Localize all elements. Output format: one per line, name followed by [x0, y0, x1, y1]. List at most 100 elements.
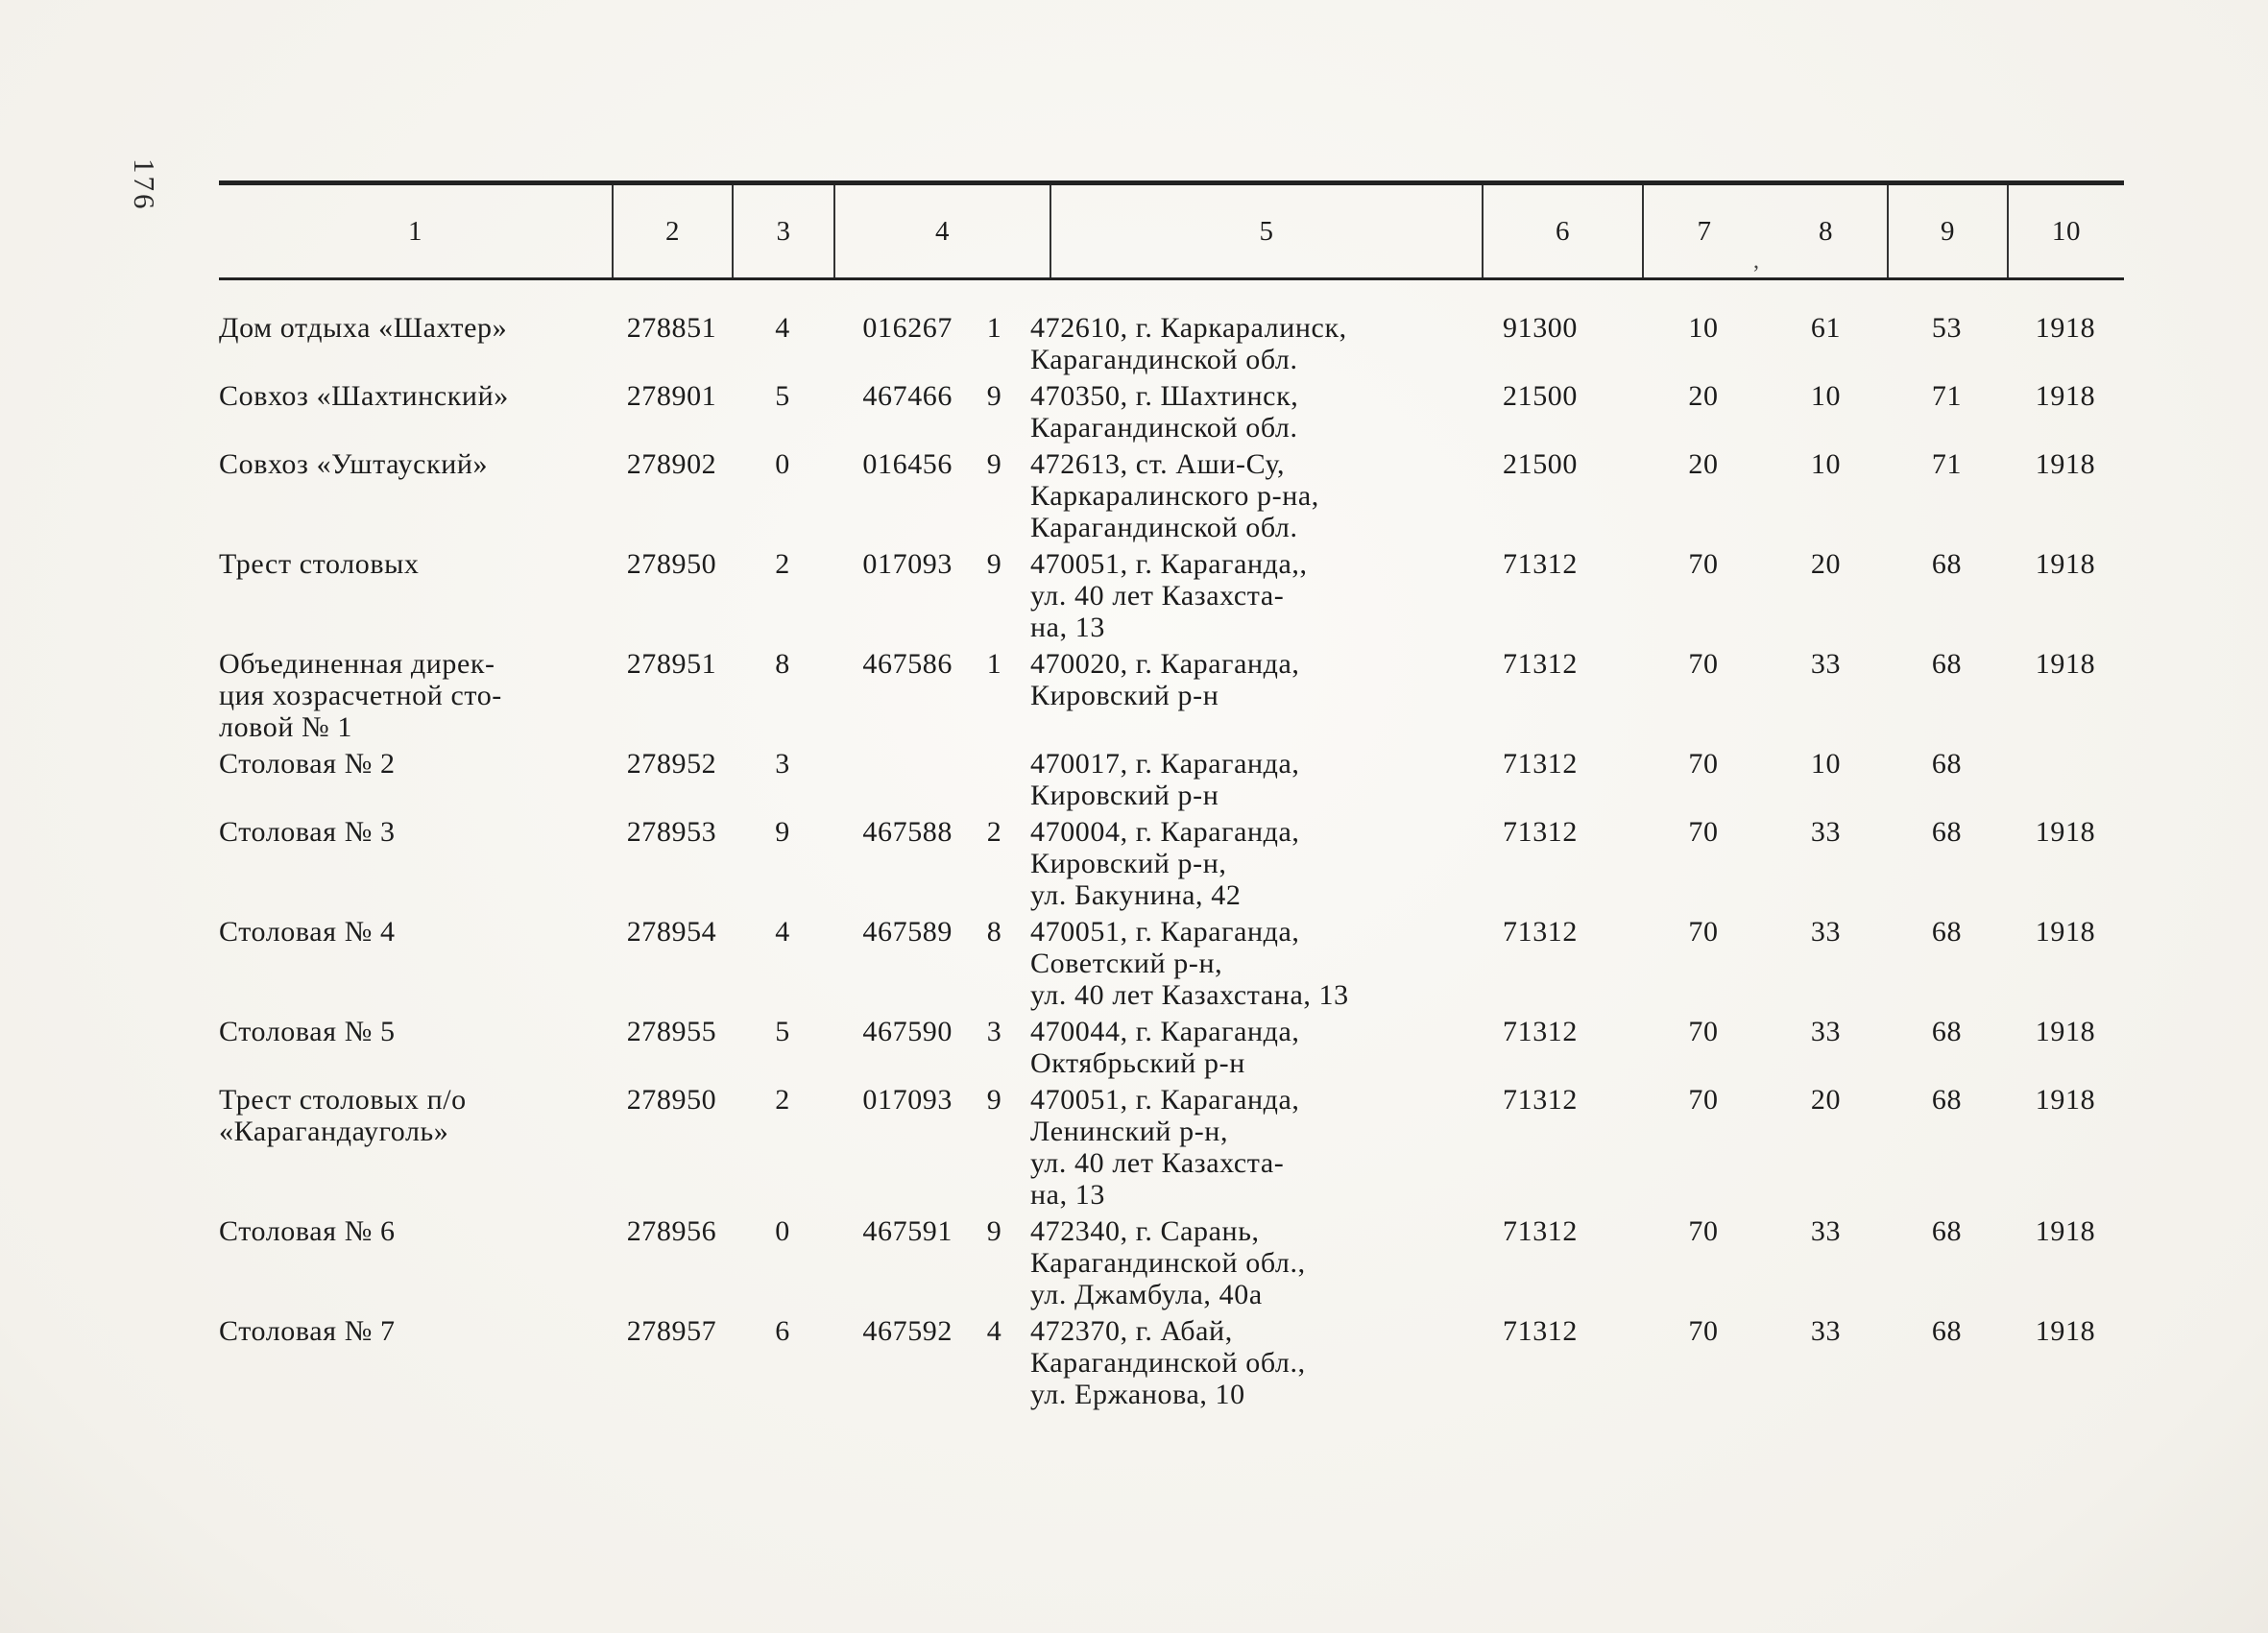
table-row: Столовая № 4 278954 4 467589 8 470051, г…: [219, 916, 2124, 1011]
value-col8: 33: [1810, 1016, 1842, 1047]
address: 470051, г. Караганда, Ленинский р-н, ул.…: [1030, 1084, 1300, 1211]
value-col9: 53: [1931, 312, 1963, 344]
value-col9: 68: [1931, 1215, 1963, 1247]
check-digit-col3: 2: [775, 548, 790, 580]
year-col10: 1918: [2035, 312, 2096, 344]
address: 470004, г. Караганда, Кировский р-н, ул.…: [1030, 816, 1300, 911]
value-col7: 70: [1688, 1215, 1719, 1247]
org-name: Совхоз «Шахтинский»: [219, 380, 509, 412]
code-col4: 467589: [862, 916, 953, 948]
code-col2: 278851: [626, 312, 717, 344]
value-col6: 71312: [1503, 1315, 1578, 1347]
value-col9: 68: [1931, 1016, 1963, 1047]
value-col8: 20: [1810, 548, 1842, 580]
table-row: Объединенная дирек- ция хозрасчетной сто…: [219, 648, 2124, 743]
value-col7: 70: [1688, 916, 1719, 948]
code-col4: 467591: [862, 1215, 953, 1247]
check-digit-col4: 4: [986, 1315, 1002, 1347]
org-name: Дом отдыха «Шахтер»: [219, 312, 508, 344]
address: 470051, г. Караганда, Советский р-н, ул.…: [1030, 916, 1349, 1011]
org-name: Столовая № 6: [219, 1215, 396, 1247]
year-col10: 1918: [2035, 1016, 2096, 1047]
value-col7: 70: [1688, 648, 1719, 680]
table-row: Столовая № 3 278953 9 467588 2 470004, г…: [219, 816, 2124, 911]
value-col7: 10: [1688, 312, 1719, 344]
value-col9: 71: [1931, 380, 1963, 412]
value-col6: 71312: [1503, 916, 1578, 948]
code-col2: 278957: [626, 1315, 717, 1347]
address: 472370, г. Абай, Карагандинской обл., ул…: [1030, 1315, 1306, 1410]
year-col10: 1918: [2035, 1084, 2096, 1116]
org-name: Столовая № 2: [219, 748, 396, 780]
check-digit-col3: 4: [775, 312, 790, 344]
year-col10: 1918: [2035, 1215, 2096, 1247]
org-name: Трест столовых п/о «Карагандауголь»: [219, 1084, 467, 1147]
org-name: Столовая № 7: [219, 1315, 396, 1347]
code-col4: 016267: [862, 312, 953, 344]
org-name: Объединенная дирек- ция хозрасчетной сто…: [219, 648, 502, 743]
year-col10: 1918: [2035, 1315, 2096, 1347]
value-col7: 70: [1688, 748, 1719, 780]
column-header-10: 10: [2007, 185, 2124, 277]
value-col6: 91300: [1503, 312, 1578, 344]
table-row: Столовая № 6 278956 0 467591 9 472340, г…: [219, 1215, 2124, 1310]
value-col8: 20: [1810, 1084, 1842, 1116]
column-header-4: 4: [833, 185, 1050, 277]
code-col4: 016456: [862, 448, 953, 480]
value-col9: 68: [1931, 1084, 1963, 1116]
check-digit-col4: 3: [986, 1016, 1002, 1047]
value-col9: 68: [1931, 1315, 1963, 1347]
value-col9: 71: [1931, 448, 1963, 480]
value-col8: 33: [1810, 916, 1842, 948]
address: 470051, г. Караганда,, ул. 40 лет Казахс…: [1030, 548, 1308, 643]
code-col4: 467586: [862, 648, 953, 680]
check-digit-col4: 9: [986, 380, 1002, 412]
check-digit-col3: 4: [775, 916, 790, 948]
code-col4: 017093: [862, 548, 953, 580]
check-digit-col4: 2: [986, 816, 1002, 848]
address: 470350, г. Шахтинск, Карагандинской обл.: [1030, 380, 1299, 444]
org-name: Совхоз «Уштауский»: [219, 448, 489, 480]
code-col4: 467466: [862, 380, 953, 412]
directory-table: 1 2 3 4 5 6 7 8 9 10 , Дом отдыха «Шахте…: [219, 180, 2124, 1415]
address: 472610, г. Каркаралинск, Карагандинской …: [1030, 312, 1347, 375]
address: 472340, г. Сарань, Карагандинской обл., …: [1030, 1215, 1306, 1310]
value-col6: 21500: [1503, 380, 1578, 412]
address: 470017, г. Караганда, Кировский р-н: [1030, 748, 1300, 811]
table-row: Совхоз «Шахтинский» 278901 5 467466 9 47…: [219, 380, 2124, 444]
value-col8: 10: [1810, 448, 1842, 480]
value-col6: 71312: [1503, 548, 1578, 580]
value-col7: 20: [1688, 448, 1719, 480]
value-col9: 68: [1931, 816, 1963, 848]
code-col4: 467592: [862, 1315, 953, 1347]
code-col2: 278951: [626, 648, 717, 680]
value-col9: 68: [1931, 916, 1963, 948]
value-col6: 71312: [1503, 748, 1578, 780]
address: 470020, г. Караганда, Кировский р-н: [1030, 648, 1300, 711]
check-digit-col3: 9: [775, 816, 790, 848]
check-digit-col4: 8: [986, 916, 1002, 948]
page-number: 176: [128, 158, 161, 212]
table-header-row: 1 2 3 4 5 6 7 8 9 10 ,: [219, 180, 2124, 280]
table-row: Дом отдыха «Шахтер» 278851 4 016267 1 47…: [219, 312, 2124, 375]
org-name: Трест столовых: [219, 548, 420, 580]
table-row: Совхоз «Уштауский» 278902 0 016456 9 472…: [219, 448, 2124, 543]
value-col8: 10: [1810, 380, 1842, 412]
value-col6: 71312: [1503, 1084, 1578, 1116]
code-col2: 278953: [626, 816, 717, 848]
check-digit-col3: 5: [775, 380, 790, 412]
value-col6: 21500: [1503, 448, 1578, 480]
value-col8: 10: [1810, 748, 1842, 780]
column-header-6: 6: [1482, 185, 1642, 277]
check-digit-col4: 9: [986, 548, 1002, 580]
code-col2: 278952: [626, 748, 717, 780]
print-artifact: ,: [1753, 249, 1760, 274]
check-digit-col3: 8: [775, 648, 790, 680]
value-col6: 71312: [1503, 1016, 1578, 1047]
value-col7: 20: [1688, 380, 1719, 412]
check-digit-col3: 3: [775, 748, 790, 780]
value-col7: 70: [1688, 1084, 1719, 1116]
column-header-1: 1: [407, 215, 423, 247]
year-col10: 1918: [2035, 548, 2096, 580]
